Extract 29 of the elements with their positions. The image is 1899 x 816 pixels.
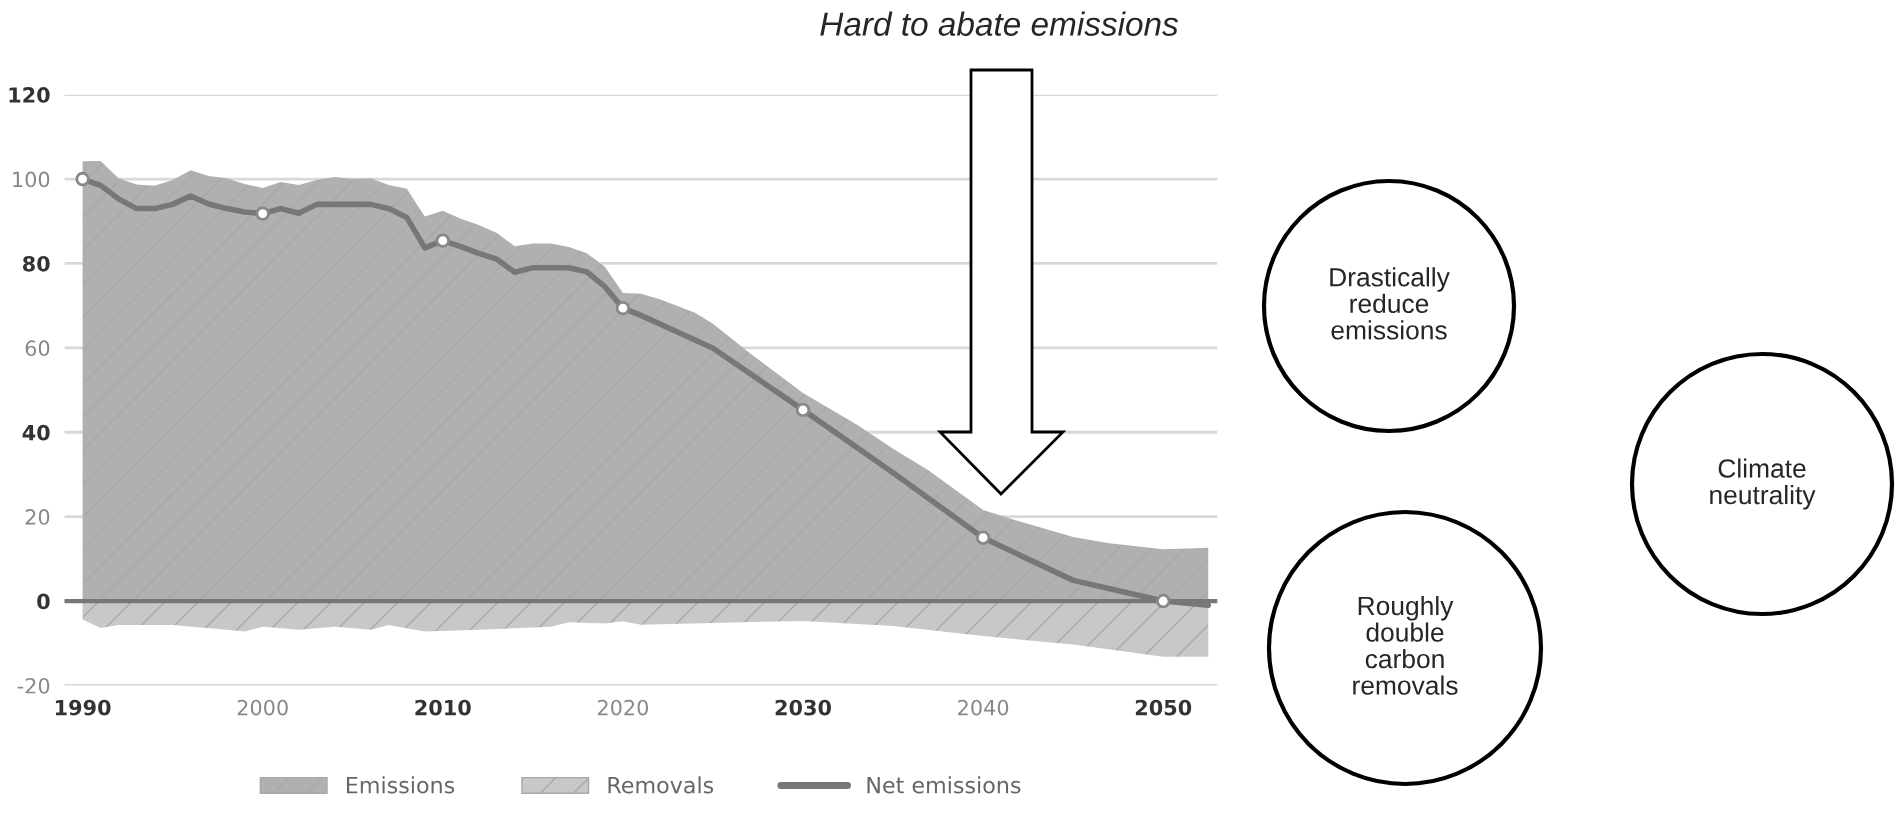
point (795, 402, 811, 418)
legend-label: Emissions (346, 776, 455, 794)
x-tick-label: 2040 (958, 699, 1009, 716)
text: Climate neutrality (1710, 458, 1816, 510)
legend-label: Removals (608, 776, 714, 794)
y-tick-label: 20 (25, 509, 50, 525)
point (75, 171, 90, 187)
x-tick-label: 2030 (775, 699, 832, 716)
text: Drastically reduce emissions (1330, 267, 1450, 340)
chart-title: Hard to abate emissions (820, 11, 1179, 36)
point (435, 233, 450, 248)
x-tick-label: 2020 (597, 699, 649, 716)
x-tick-label: 2010 (415, 699, 471, 716)
point (615, 300, 631, 316)
y-tick-label: 80 (22, 255, 50, 272)
point (1156, 593, 1171, 609)
y-tick-label: 0 (37, 593, 50, 610)
legend-label: Net emissions (867, 776, 1021, 794)
x-tick-label: 2050 (1135, 699, 1192, 716)
point (255, 206, 270, 221)
y-tick-label: 120 (9, 87, 50, 103)
y-tick-label: 100 (13, 171, 50, 188)
y-tick-label: 40 (22, 424, 50, 441)
x-tick-label: 2000 (237, 699, 288, 716)
y-tick-label: 60 (25, 340, 50, 357)
x-tick-label: 1990 (55, 699, 111, 716)
text: Roughly double carbon removals (1353, 595, 1458, 695)
y-tick-label: -20 (17, 677, 50, 694)
point (975, 530, 991, 545)
